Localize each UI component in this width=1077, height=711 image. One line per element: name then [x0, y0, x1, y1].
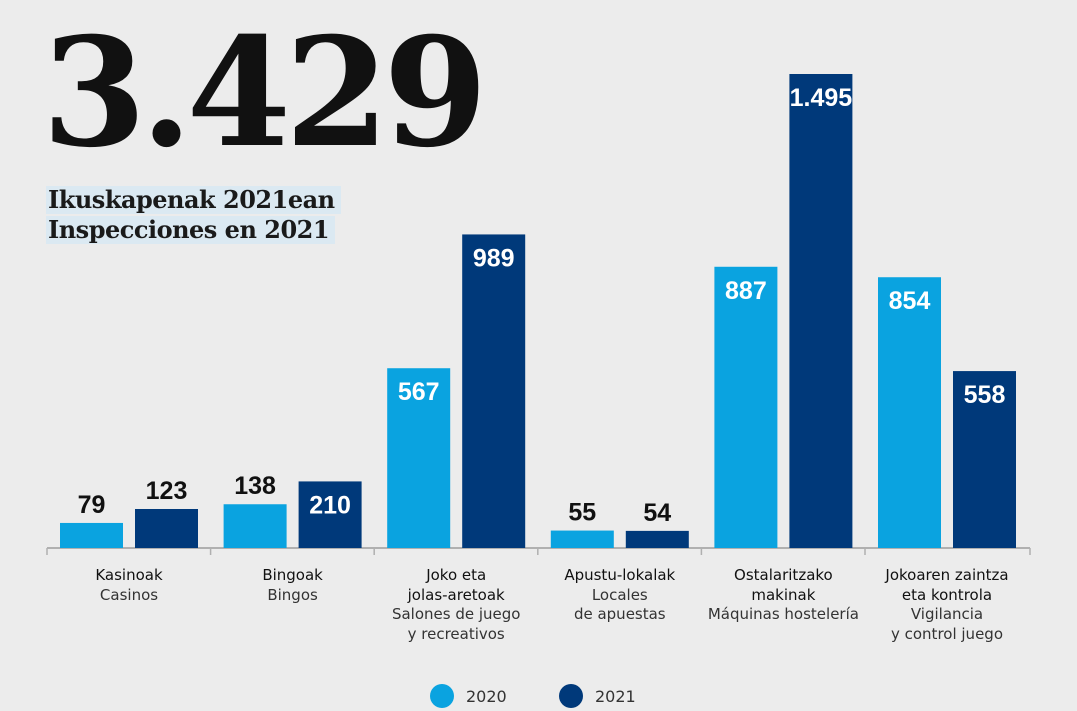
category-label-0: Kasinoak Casinos — [44, 566, 214, 605]
legend-item-2020: 2020 — [430, 684, 507, 708]
category-name-basque: Jokoaren zaintza — [885, 566, 1009, 584]
bar-2021-4 — [789, 74, 853, 548]
data-label-2020-4: 887 — [725, 277, 767, 305]
legend-label-2020: 2020 — [466, 686, 507, 706]
data-label-2021-1: 210 — [309, 491, 351, 519]
bar-2020-2 — [387, 368, 451, 548]
category-name-basque: Apustu-lokalak — [564, 566, 676, 584]
bar-2020-5 — [878, 277, 941, 548]
bar-2021-5 — [953, 371, 1016, 548]
category-name-spanish: y control juego — [890, 624, 1003, 643]
category-name-basque: jolas-aretoak — [407, 585, 505, 604]
data-label-2021-3: 54 — [643, 499, 671, 527]
category-name-spanish: Vigilancia — [910, 605, 984, 623]
bar-2021-2 — [462, 234, 526, 548]
legend-label-2021: 2021 — [595, 686, 636, 706]
data-label-2021-5: 558 — [964, 381, 1006, 409]
total-inspections-number: 3.429 — [42, 5, 488, 181]
data-label-2021-0: 123 — [146, 477, 188, 505]
data-label-2020-3: 55 — [568, 499, 596, 527]
legend-swatch-2021 — [559, 684, 583, 708]
subtitle-spanish: Inspecciones en 2021 — [46, 216, 336, 244]
category-name-spanish: Salones de juego — [391, 605, 521, 623]
category-name-basque: makinak — [751, 585, 816, 604]
category-name-basque: Ostalaritzako — [734, 566, 833, 584]
data-label-2020-1: 138 — [234, 472, 276, 500]
category-name-basque: Bingoak — [262, 566, 323, 584]
bar-2021-1 — [298, 481, 362, 548]
category-name-spanish: de apuestas — [573, 605, 666, 623]
data-label-2020-5: 854 — [889, 287, 931, 315]
legend-item-2021: 2021 — [559, 684, 636, 708]
category-name-basque: Kasinoak — [95, 566, 163, 584]
bar-2020-0 — [60, 522, 123, 548]
legend-swatch-2020 — [430, 684, 454, 708]
bar-2021-3 — [625, 530, 689, 548]
data-label-2020-2: 567 — [398, 378, 440, 406]
category-name-spanish: y recreativos — [407, 624, 505, 643]
bar-2020-3 — [550, 530, 614, 548]
bar-2021-0 — [135, 509, 198, 548]
category-name-spanish: Casinos — [99, 585, 159, 604]
category-label-3: Apustu-lokalak Locales de apuestas — [535, 566, 705, 625]
category-name-spanish: Locales — [591, 585, 648, 604]
bar-2020-1 — [223, 504, 287, 548]
data-label-2020-0: 79 — [78, 491, 106, 519]
category-name-basque: eta kontrola — [901, 585, 993, 604]
category-name-spanish: Bingos — [267, 585, 318, 604]
category-label-5: Jokoaren zaintza eta kontrola Vigilancia y … — [862, 566, 1032, 644]
bar-2020-4 — [714, 266, 778, 548]
category-label-2: Joko eta jolas-aretoak Salones de juego y r… — [371, 566, 541, 644]
data-label-2021-2: 989 — [473, 244, 515, 272]
category-label-1: Bingoak Bingos — [208, 566, 378, 605]
data-label-2021-4: 1.495 — [790, 84, 853, 112]
category-label-4: Ostalaritzako makinak Máquinas hostelería — [698, 566, 868, 625]
subtitle-basque: Ikuskapenak 2021ean — [46, 186, 341, 214]
category-name-basque: Joko eta — [426, 566, 487, 584]
category-name-spanish: Máquinas hostelería — [707, 605, 859, 623]
